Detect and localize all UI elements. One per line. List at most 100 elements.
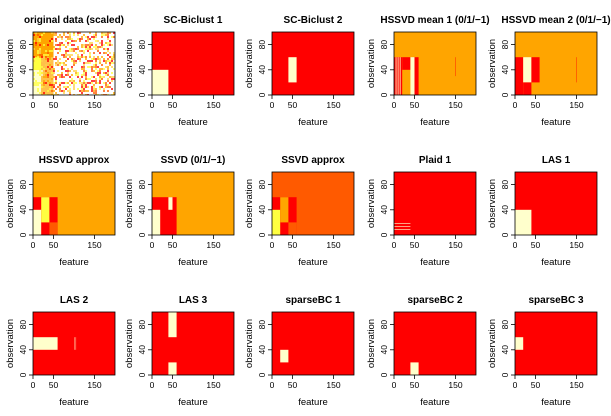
y-tick-label: 40 [137,345,147,355]
panel-title: LAS 2 [60,295,89,306]
y-tick-label: 0 [257,372,267,377]
y-tick-label: 0 [257,232,267,237]
heatmap-background [394,172,476,235]
x-axis-label: feature [420,397,450,408]
y-tick-label: 80 [137,180,147,190]
x-tick-label: 50 [49,100,59,110]
heatmap-block [168,362,177,375]
heatmap-block [397,57,399,95]
y-axis-label: observation [124,39,135,88]
y-tick-label: 80 [18,40,28,50]
y-tick-label: 40 [500,345,510,355]
heatmap-block [394,223,411,224]
y-tick-label: 80 [18,180,28,190]
heatmap-panel: HSSVD mean 1 (0/1/−1) 0 50 150 0 40 80 feature o… [366,15,490,128]
y-tick-label: 0 [500,372,510,377]
plot-frame [514,311,598,376]
x-tick-label: 150 [569,380,583,390]
y-axis-label: observation [5,179,16,228]
y-tick-label: 40 [18,205,28,215]
heatmap-block [280,197,289,223]
panel-title: sparseBC 1 [285,295,340,306]
x-tick-label: 0 [392,240,397,250]
y-tick-label: 40 [379,205,389,215]
x-tick-label: 0 [150,240,155,250]
x-axis-label: feature [178,397,208,408]
y-axis-label: observation [487,39,498,88]
panel-title: sparseBC 3 [528,295,583,306]
y-tick-label: 80 [257,320,267,330]
heatmap-panel: SSVD (0/1/−1) 0 50 150 0 40 80 feature observati… [124,155,235,268]
panel-title: LAS 1 [542,155,571,166]
heatmap-block [168,312,177,338]
y-tick-label: 0 [379,92,389,97]
x-tick-label: 150 [326,240,340,250]
panel-title: SC-Biclust 2 [284,15,343,26]
heatmap-block [394,229,411,230]
panel-title: SSVD approx [281,155,345,166]
heatmap-block [41,197,50,223]
heatmap-block [49,222,58,235]
heatmap-background [152,312,234,375]
panel-title: original data (scaled) [24,15,124,26]
y-tick-label: 80 [379,320,389,330]
heatmap-block [399,57,401,95]
x-axis-label: feature [178,117,208,128]
heatmap-panel: LAS 1 0 50 150 0 40 80 feature observation [487,155,598,268]
y-axis-label: observation [244,319,255,368]
heatmap-block [168,197,173,210]
panel-title: HSSVD mean 1 (0/1/−1) [380,15,489,26]
y-tick-label: 80 [500,320,510,330]
x-tick-label: 50 [49,240,59,250]
panel-title: SC-Biclust 1 [164,15,223,26]
x-axis-label: feature [420,257,450,268]
heatmap-block [33,57,42,70]
x-axis-label: feature [59,257,89,268]
x-tick-label: 150 [569,100,583,110]
y-tick-label: 0 [379,372,389,377]
y-tick-label: 0 [18,232,28,237]
heatmap-block [523,57,532,83]
y-tick-label: 80 [18,320,28,330]
heatmap-panel: sparseBC 2 0 50 150 0 40 80 feature observation [366,295,477,408]
x-axis-label: feature [541,117,571,128]
x-tick-label: 0 [150,100,155,110]
y-tick-label: 40 [18,345,28,355]
panel-title: sparseBC 2 [407,295,462,306]
plot-frame [32,31,116,96]
y-tick-label: 40 [500,65,510,75]
plot-frame [151,311,235,376]
y-tick-label: 40 [18,65,28,75]
y-tick-label: 0 [18,372,28,377]
heatmap-background [272,312,354,375]
y-tick-label: 40 [379,65,389,75]
y-axis-label: observation [124,179,135,228]
x-tick-label: 0 [31,240,36,250]
x-axis-label: feature [298,257,328,268]
plot-frame [271,171,355,236]
x-tick-label: 0 [31,380,36,390]
x-tick-label: 0 [513,100,518,110]
y-tick-label: 40 [137,65,147,75]
heatmap-panel: SSVD approx 0 50 150 0 40 80 feature observation [244,155,355,268]
y-axis-label: observation [244,179,255,228]
panel-title: SSVD (0/1/−1) [161,155,226,166]
y-tick-label: 0 [379,232,389,237]
heatmap-block [523,82,532,95]
heatmap-block [33,209,42,235]
x-tick-label: 50 [168,240,178,250]
x-tick-label: 150 [448,380,462,390]
y-tick-label: 80 [257,180,267,190]
plot-frame [514,31,598,96]
x-axis-label: feature [420,117,450,128]
y-axis-label: observation [366,179,377,228]
x-tick-label: 50 [410,100,420,110]
x-tick-label: 0 [513,240,518,250]
heatmap-block [410,57,415,95]
panel-title: HSSVD mean 2 (0/1/−1) [501,15,610,26]
y-tick-label: 80 [500,180,510,190]
plot-frame [151,31,235,96]
y-axis-label: observation [487,179,498,228]
heatmap-block [33,337,58,350]
x-tick-label: 0 [150,380,155,390]
